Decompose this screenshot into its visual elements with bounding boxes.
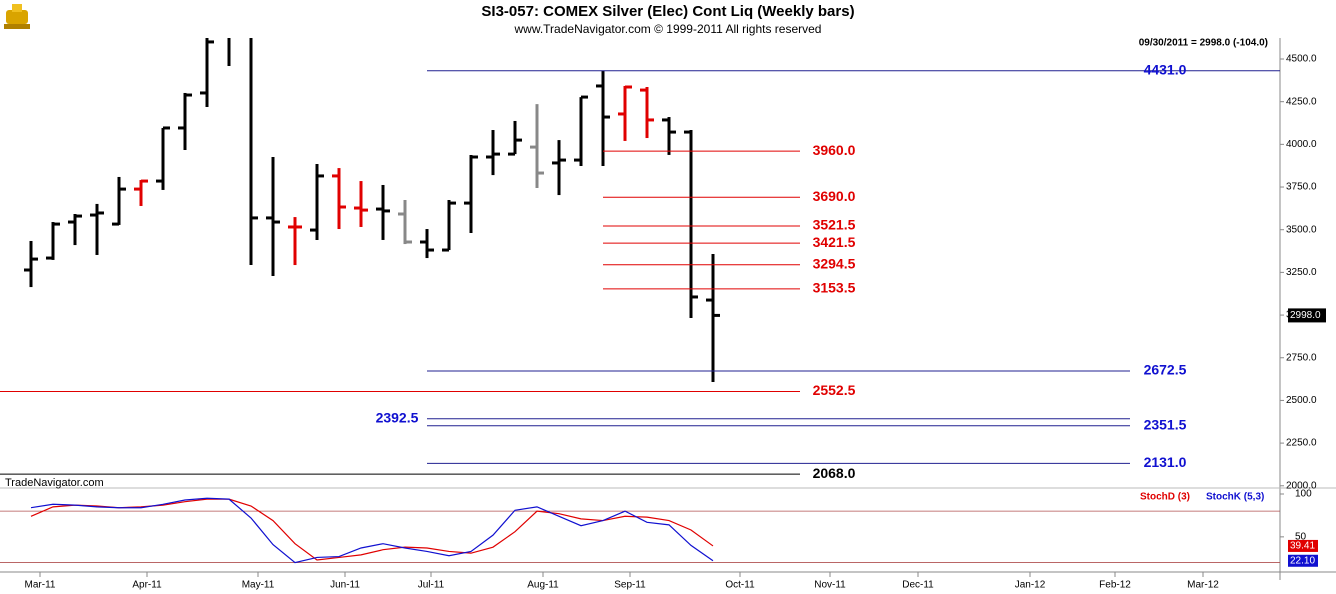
value-tag	[1288, 539, 1318, 552]
value-tag	[1288, 554, 1318, 567]
level-label: 2351.5	[1144, 416, 1187, 432]
level-label: 2131.0	[1144, 454, 1187, 470]
x-tick-label: Oct-11	[725, 580, 755, 591]
price-panel	[24, 38, 720, 382]
level-label: 2392.5	[376, 409, 419, 425]
value-tag-label: 39.41	[1290, 541, 1315, 552]
y-tick-label: 50	[1295, 531, 1307, 542]
chart-subtitle: www.TradeNavigator.com © 1999-2011 All r…	[514, 22, 822, 36]
y-tick-label: 2500.0	[1286, 395, 1317, 406]
y-tick-label: 3500.0	[1286, 224, 1317, 235]
x-tick-label: Apr-11	[132, 580, 162, 591]
legend-entry: StochD (3)	[1140, 492, 1190, 503]
y-tick-label: 3250.0	[1286, 267, 1317, 278]
level-label: 3294.5	[813, 255, 856, 271]
x-tick-label: Nov-11	[814, 580, 846, 591]
level-label: 2552.5	[813, 382, 856, 398]
price-tag-label: 2998.0	[1290, 310, 1321, 321]
level-label: 4431.0	[1144, 61, 1187, 77]
legend-entry: StochK (5,3)	[1206, 492, 1264, 503]
y-tick-label: 3750.0	[1286, 182, 1317, 193]
x-tick-label: Jul-11	[418, 580, 445, 591]
y-tick-label: 2000.0	[1286, 480, 1317, 491]
y-tick-label: 4000.0	[1286, 139, 1317, 150]
x-tick-label: Dec-11	[902, 580, 934, 591]
value-tag-label: 22.10	[1290, 555, 1315, 566]
x-tick-label: Mar-12	[1187, 580, 1219, 591]
y-tick-label: 2750.0	[1286, 352, 1317, 363]
logo	[4, 4, 30, 29]
level-label: 2068.0	[813, 465, 856, 481]
y-tick-label: 4500.0	[1286, 54, 1317, 65]
x-tick-label: Sep-11	[614, 580, 646, 591]
level-label: 3690.0	[813, 188, 856, 204]
chart-title: SI3-057: COMEX Silver (Elec) Cont Liq (W…	[481, 3, 854, 20]
x-tick-label: May-11	[242, 580, 275, 591]
level-label: 3960.0	[813, 142, 856, 158]
x-tick-label: Jun-11	[330, 580, 360, 591]
source-label: TradeNavigator.com	[5, 477, 104, 489]
level-label: 3153.5	[813, 280, 856, 296]
y-tick-label: 4250.0	[1286, 96, 1317, 107]
x-tick-label: Feb-12	[1099, 580, 1131, 591]
quote-annotation: 09/30/2011 = 2998.0 (-104.0)	[1139, 38, 1268, 49]
x-tick-label: Aug-11	[527, 580, 559, 591]
level-label: 2672.5	[1144, 362, 1187, 378]
price-tag	[1288, 308, 1326, 323]
overlay: 4500.04250.04000.03750.03500.03250.03000…	[0, 54, 1326, 591]
stoch-line	[30, 497, 714, 564]
y-tick-label: 100	[1295, 489, 1312, 500]
level-label: 3521.5	[813, 217, 856, 233]
x-tick-label: Mar-11	[25, 580, 56, 591]
level-label: 3421.5	[813, 234, 856, 250]
y-tick-label: 2250.0	[1286, 438, 1317, 449]
x-tick-label: Jan-12	[1015, 580, 1046, 591]
